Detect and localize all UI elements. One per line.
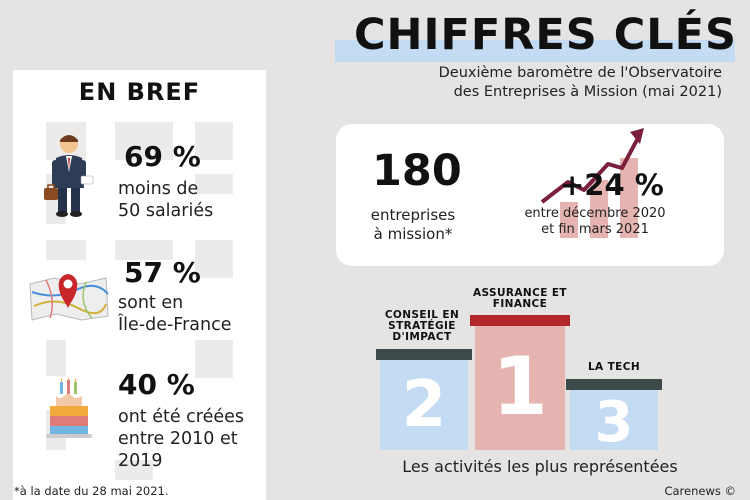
stat-line: entre 2010 et — [118, 429, 238, 449]
ghost-shape — [115, 122, 173, 160]
podium-rank-2: 2 — [401, 368, 447, 442]
stat-value: 40 % — [118, 368, 195, 401]
stat-description: sont en Île-de-France — [118, 292, 232, 336]
podium-step-2: 2 — [380, 360, 468, 450]
map-pin-icon — [29, 274, 109, 321]
stat-line: Île-de-France — [118, 315, 232, 335]
podium-label-line: LA TECH — [587, 361, 641, 373]
credit: Carenews © — [664, 484, 736, 498]
stat-description: ont été créées entre 2010 et 2019 — [118, 406, 244, 472]
podium-label-2: CONSEIL EN STRATÉGIE D'IMPACT — [372, 310, 472, 343]
podium-label-3: LA TECH — [566, 362, 662, 373]
stat-line: sont en — [118, 293, 184, 313]
company-count: 180 — [372, 146, 462, 196]
stat-description: moins de 50 salariés — [118, 178, 213, 222]
growth-period-line: entre décembre 2020 — [524, 206, 666, 221]
page-subtitle: Deuxième baromètre de l'Observatoire des… — [439, 64, 722, 102]
birthday-cake-icon — [46, 378, 92, 438]
podium-caption: Les activités les plus représentées — [402, 457, 678, 476]
businessman-icon — [44, 135, 94, 217]
title-highlight — [335, 40, 735, 62]
key-figures-card — [336, 124, 724, 266]
growth-value: +24 % — [560, 168, 664, 202]
ghost-shape — [195, 122, 233, 160]
stat-line: 2019 — [118, 451, 163, 471]
page-title: CHIFFRES CLÉS — [354, 10, 738, 60]
subtitle-line-1: Deuxième baromètre de l'Observatoire — [438, 65, 722, 81]
podium-label-line: ASSURANCE ET — [473, 287, 567, 299]
stat-line: ont été créées — [118, 407, 245, 427]
stat-line: moins de — [118, 179, 199, 199]
podium-step-1: 1 — [475, 326, 565, 450]
podium-step-3: 3 — [570, 390, 658, 455]
ghost-shape — [115, 240, 173, 260]
podium-rank-3: 3 — [594, 390, 634, 455]
stat-value: 57 % — [124, 256, 201, 289]
ghost-shape — [46, 240, 86, 260]
subtitle-line-2: des Entreprises à Mission (mai 2021) — [453, 84, 722, 100]
stat-line: 50 salariés — [118, 201, 214, 221]
ghost-shape — [195, 240, 233, 278]
stat-value: 69 % — [124, 140, 201, 173]
podium-label-line: D'IMPACT — [392, 331, 452, 343]
podium-cap-2 — [376, 349, 472, 360]
podium-label-line: CONSEIL EN — [384, 309, 460, 321]
brief-title: EN BREF — [78, 78, 201, 106]
growth-period: entre décembre 2020 et fin mars 2021 — [510, 206, 680, 238]
growth-chart-icon — [540, 128, 644, 238]
podium-cap-1 — [470, 315, 570, 326]
ghost-shape — [195, 174, 233, 194]
ghost-shape — [115, 460, 153, 480]
company-count-label: entreprises à mission* — [358, 206, 468, 244]
podium-label-1: ASSURANCE ET FINANCE — [466, 288, 574, 310]
podium-label-line: STRATÉGIE — [388, 320, 456, 332]
podium-cap-3 — [566, 379, 662, 390]
podium-label-line: FINANCE — [492, 298, 548, 310]
podium-rank-1: 1 — [492, 340, 548, 433]
ghost-shape — [195, 340, 233, 378]
footnote: *à la date du 28 mai 2021. — [14, 484, 169, 498]
ghost-shape — [46, 340, 66, 376]
growth-period-line: et fin mars 2021 — [541, 222, 649, 237]
count-label-line: à mission* — [373, 225, 453, 243]
count-label-line: entreprises — [370, 206, 456, 224]
